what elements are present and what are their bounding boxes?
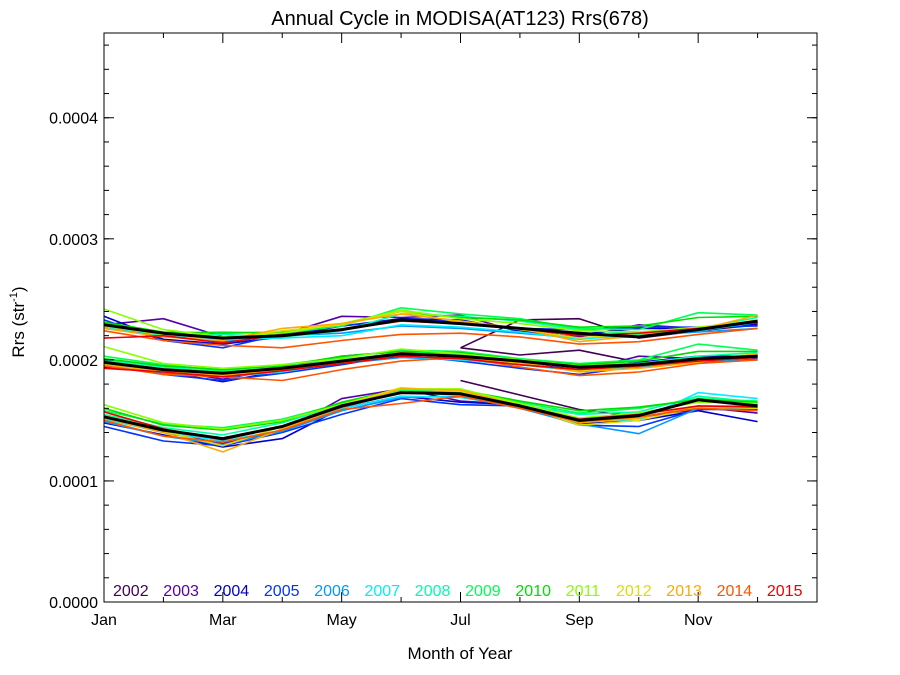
series-2005-lower-line bbox=[103, 397, 758, 447]
y-tick-label: 0.0003 bbox=[49, 232, 98, 249]
legend-year-2002: 2002 bbox=[113, 583, 149, 600]
x-axis: Jan Mar May Jul Sep Nov bbox=[91, 33, 759, 629]
y-tick-label: 0.0004 bbox=[49, 111, 98, 128]
y-tick-label: 0.0002 bbox=[49, 353, 98, 370]
series-2014-lower-line bbox=[103, 395, 758, 444]
legend-year-2014: 2014 bbox=[717, 583, 753, 600]
y-axis-label-superscript: -1 bbox=[8, 292, 20, 302]
legend-year-2010: 2010 bbox=[515, 583, 551, 600]
x-tick-label: Jan bbox=[91, 612, 117, 629]
legend-year-2004: 2004 bbox=[214, 583, 250, 600]
x-tick-label: May bbox=[327, 612, 357, 629]
series-2014-upper-line bbox=[103, 327, 758, 349]
legend-year-2013: 2013 bbox=[666, 583, 702, 600]
x-tick-label: Mar bbox=[209, 612, 237, 629]
y-axis-label-close: ) bbox=[9, 286, 28, 292]
y-axis: 0.0000 0.0001 0.0002 0.0003 0.0004 bbox=[49, 44, 817, 612]
legend-year-2003: 2003 bbox=[163, 583, 199, 600]
legend-year-2015: 2015 bbox=[767, 583, 803, 600]
x-tick-label: Jul bbox=[450, 612, 470, 629]
legend-year-2012: 2012 bbox=[616, 583, 652, 600]
chart-title: Annual Cycle in MODISA(AT123) Rrs(678) bbox=[271, 8, 649, 30]
legend-year-2008: 2008 bbox=[415, 583, 451, 600]
legend-year-2007: 2007 bbox=[365, 583, 401, 600]
series-layer bbox=[103, 306, 758, 453]
mean-middle-line bbox=[103, 352, 758, 375]
legend-year-2011: 2011 bbox=[566, 583, 601, 600]
legend-year-2006: 2006 bbox=[314, 583, 350, 600]
mean-upper-line bbox=[103, 318, 758, 340]
legend: 2002 2003 2004 2005 2006 2007 2008 2009 2010 2011… bbox=[113, 583, 803, 600]
legend-year-2009: 2009 bbox=[465, 583, 501, 600]
y-axis-label: Rrs (str-1) bbox=[8, 286, 28, 357]
x-tick-label: Nov bbox=[684, 612, 712, 629]
mean-layer bbox=[103, 318, 758, 441]
x-axis-label: Month of Year bbox=[408, 644, 513, 663]
y-axis-label-text: Rrs (str bbox=[9, 302, 28, 358]
series-2004-upper-line bbox=[103, 315, 758, 345]
y-tick-label: 0.0001 bbox=[49, 474, 98, 491]
series-2011-upper-line bbox=[103, 308, 758, 338]
mean-lower-line bbox=[103, 391, 758, 441]
x-tick-label: Sep bbox=[565, 612, 594, 629]
legend-year-2005: 2005 bbox=[264, 583, 300, 600]
y-tick-label: 0.0000 bbox=[49, 595, 98, 612]
